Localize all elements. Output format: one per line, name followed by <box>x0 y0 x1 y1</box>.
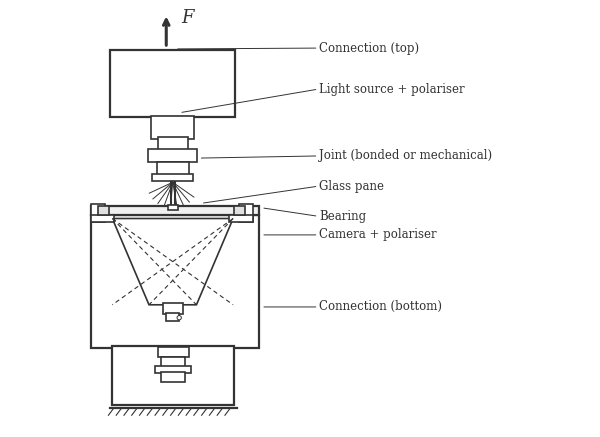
Bar <box>98 205 109 215</box>
Bar <box>166 313 179 321</box>
Bar <box>235 205 245 215</box>
Text: Camera + polariser: Camera + polariser <box>319 229 437 241</box>
Text: Light source + polariser: Light source + polariser <box>319 83 465 96</box>
Bar <box>91 215 115 222</box>
Bar <box>158 347 188 357</box>
Text: Connection (bottom): Connection (bottom) <box>319 301 442 313</box>
Bar <box>155 367 191 373</box>
Bar <box>239 204 253 222</box>
Text: F: F <box>181 9 194 27</box>
Bar <box>163 303 182 314</box>
Bar <box>167 205 178 210</box>
Text: Joint (bonded or mechanical): Joint (bonded or mechanical) <box>319 149 493 163</box>
Polygon shape <box>112 218 233 305</box>
Bar <box>152 174 193 181</box>
Bar <box>229 215 253 222</box>
Bar <box>110 50 235 117</box>
Bar <box>148 149 197 163</box>
Bar <box>112 346 234 405</box>
Bar <box>91 215 259 348</box>
Bar <box>91 204 104 222</box>
Bar <box>158 137 188 150</box>
Bar <box>91 205 259 215</box>
Bar <box>161 357 185 368</box>
Text: Bearing: Bearing <box>319 210 367 223</box>
Circle shape <box>177 316 181 320</box>
Bar <box>151 116 194 139</box>
Text: Glass pane: Glass pane <box>319 180 385 193</box>
Bar <box>161 372 185 382</box>
Bar <box>157 162 188 175</box>
Text: Connection (top): Connection (top) <box>319 42 419 55</box>
